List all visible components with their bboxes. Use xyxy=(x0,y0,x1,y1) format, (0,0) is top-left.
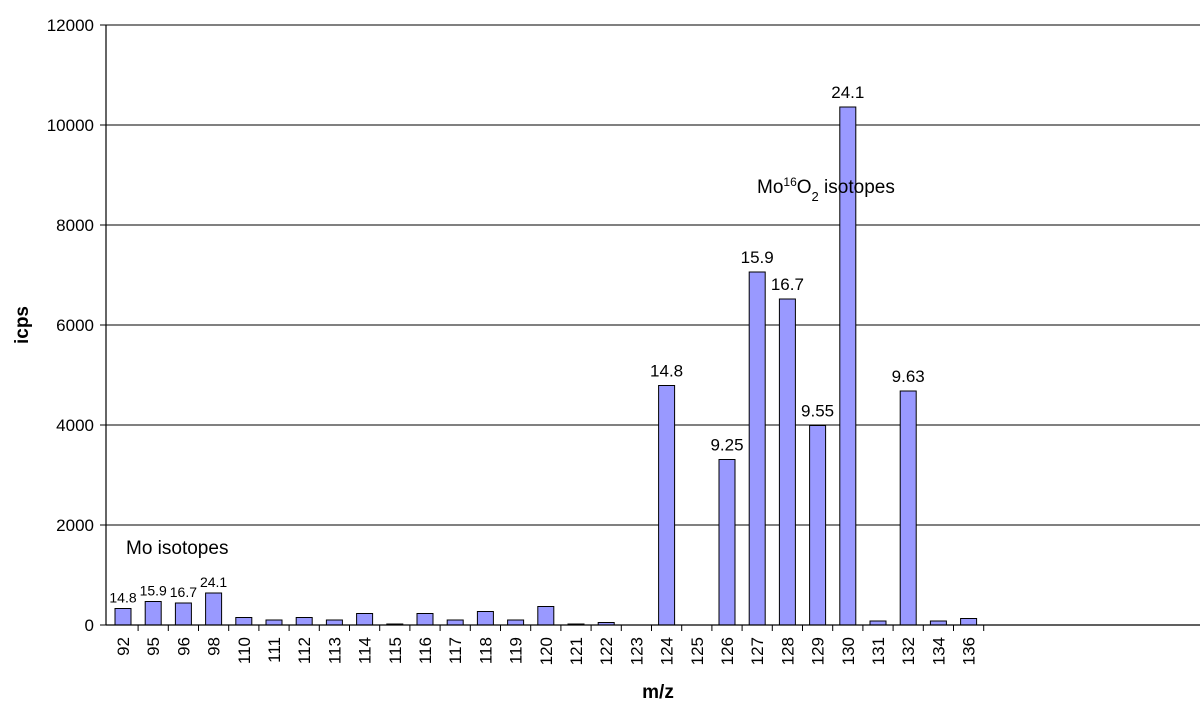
x-tick-label: 116 xyxy=(416,637,435,664)
annotation-part: 2 xyxy=(812,189,819,204)
axes: 0 2000 4000 6000 8000 10000 12000 92 95 96 98 110 11… xyxy=(47,16,1200,665)
data-label: 9.55 xyxy=(801,402,834,421)
bar xyxy=(658,385,676,626)
x-tick-label: 114 xyxy=(356,637,375,664)
x-tick-label: 127 xyxy=(748,637,767,665)
annotation-part: Mo xyxy=(757,177,783,198)
x-tick-label: 129 xyxy=(809,637,828,665)
bar xyxy=(446,619,464,626)
x-axis-title: m/z xyxy=(642,682,674,703)
x-tick-label: 115 xyxy=(386,637,405,664)
data-label: 15.9 xyxy=(741,248,774,267)
x-tick-label: 121 xyxy=(567,637,586,665)
bar xyxy=(114,608,132,626)
data-label: 14.8 xyxy=(109,590,136,606)
x-tick-label: 111 xyxy=(265,637,284,663)
x-tick-label: 125 xyxy=(688,637,707,665)
x-tick-label: 122 xyxy=(597,637,616,665)
x-tick-label: 124 xyxy=(658,637,677,665)
y-tick-label: 8000 xyxy=(56,216,94,235)
data-label: 16.7 xyxy=(170,584,197,600)
y-tick-label: 0 xyxy=(85,616,94,635)
x-tick-label: 130 xyxy=(839,637,858,665)
annotation-part: Mo isotopes xyxy=(126,538,228,559)
annotation-part: isotopes xyxy=(819,177,895,198)
bar xyxy=(356,613,374,626)
bar xyxy=(899,390,917,626)
annotation-mo-isotopes: Mo isotopes xyxy=(126,538,228,559)
annotation-mo16o2-isotopes: Mo16O2 isotopes xyxy=(757,175,895,204)
bar xyxy=(507,619,525,626)
bar xyxy=(537,606,555,626)
x-tick-label: 136 xyxy=(960,637,979,665)
bar xyxy=(778,298,796,626)
bar xyxy=(265,619,283,626)
data-label: 14.8 xyxy=(650,362,683,381)
x-tick-label: 98 xyxy=(205,637,224,656)
bar xyxy=(295,617,313,626)
x-tick-label: 112 xyxy=(295,637,314,664)
x-tick-label: 119 xyxy=(507,637,526,664)
data-label: 24.1 xyxy=(831,83,864,102)
x-tick-label: 113 xyxy=(325,637,344,664)
x-tick-label: 123 xyxy=(627,637,646,665)
y-tick-label: 10000 xyxy=(47,116,94,135)
x-tick-label: 110 xyxy=(235,637,254,664)
x-tick-label: 131 xyxy=(869,637,888,665)
x-tick-label: 134 xyxy=(929,637,948,665)
data-labels: 14.8 15.9 16.724.114.89.2515.916.79.5524.1… xyxy=(109,83,924,606)
annotation-part: 16 xyxy=(783,175,797,189)
bar xyxy=(960,618,978,626)
data-label: 16.7 xyxy=(771,275,804,294)
x-tick-label: 128 xyxy=(778,637,797,665)
x-tick-label: 120 xyxy=(537,637,556,665)
bar xyxy=(718,459,736,626)
x-tick-label: 118 xyxy=(476,637,495,664)
bar xyxy=(235,617,253,626)
y-tick-label: 12000 xyxy=(47,16,94,35)
data-label: 15.9 xyxy=(140,583,167,599)
bar xyxy=(144,601,162,626)
x-tick-label: 117 xyxy=(446,637,465,664)
x-tick-label: 126 xyxy=(718,637,737,665)
bar xyxy=(174,602,192,626)
y-axis-title: icps xyxy=(12,306,33,344)
data-label: 9.25 xyxy=(710,436,743,455)
bar xyxy=(325,619,343,626)
bar xyxy=(748,271,766,626)
x-tick-label: 96 xyxy=(174,637,193,656)
data-label: 9.63 xyxy=(892,367,925,386)
data-label: 24.1 xyxy=(200,574,227,590)
x-tick-label: 95 xyxy=(144,637,163,656)
x-tick-label: 92 xyxy=(114,637,133,656)
annotation-part: O xyxy=(797,177,812,198)
y-tick-label: 6000 xyxy=(56,316,94,335)
x-tick-label: 132 xyxy=(899,637,918,665)
y-tick-label: 4000 xyxy=(56,416,94,435)
gridlines xyxy=(106,24,1200,526)
bar xyxy=(809,425,827,626)
y-tick-label: 2000 xyxy=(56,516,94,535)
bar xyxy=(476,611,494,626)
bar xyxy=(416,613,434,626)
bar xyxy=(205,592,223,626)
